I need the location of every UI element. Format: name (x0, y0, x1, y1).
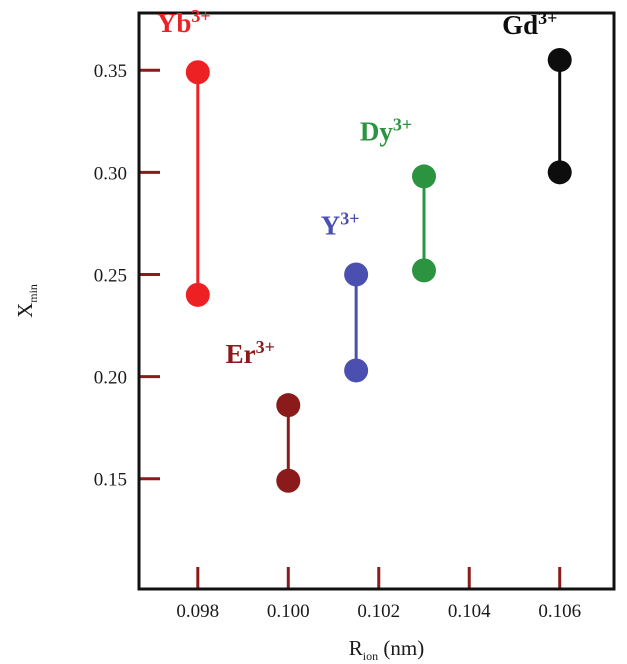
y-tick-label: 0.15 (94, 470, 127, 491)
ion-label: Y3+ (321, 208, 360, 240)
y-axis-label: Xmin (13, 284, 40, 318)
point-low (412, 258, 436, 283)
ion-symbol: Er (226, 339, 256, 369)
ticks (139, 68, 562, 589)
tick-labels: 0.15 0.20 0.25 0.30 0.35 0.098 0.100 0.102 0.104… (94, 61, 581, 622)
ion-charge: 3+ (340, 208, 359, 228)
x-tick-label: 0.100 (267, 601, 310, 622)
point-high (344, 262, 369, 287)
x-axis-label-sub: ion (363, 649, 378, 663)
ion-charge: 3+ (393, 114, 412, 134)
point-low (344, 358, 369, 383)
x-tick-label: 0.104 (448, 601, 491, 622)
point-high (185, 60, 210, 85)
ion-symbol: Dy (360, 116, 393, 146)
point-high (547, 47, 572, 72)
point-high (276, 393, 301, 418)
point-low (185, 282, 210, 307)
ion-symbol: Y (321, 210, 341, 240)
ion-label: Yb3+ (157, 6, 211, 38)
point-low (276, 468, 301, 493)
ion-label: Gd3+ (502, 8, 557, 40)
y-axis-label-sub: min (26, 284, 40, 303)
point-low (547, 160, 572, 185)
series-yb: Yb3+ (157, 6, 211, 307)
plot-frame (137, 11, 616, 591)
y-tick-label: 0.30 (94, 163, 127, 184)
x-axis-label-main: R (349, 636, 363, 660)
series-er: Er3+ (226, 337, 301, 493)
ion-label: Dy3+ (360, 114, 412, 146)
x-tick-label: 0.098 (176, 601, 219, 622)
x-tick-label: 0.106 (538, 601, 581, 622)
ion-charge: 3+ (256, 337, 275, 357)
ion-symbol: Yb (157, 8, 192, 38)
series-layer: Yb3+Er3+Y3+Dy3+Gd3+ (157, 6, 572, 493)
y-tick-label: 0.35 (94, 61, 127, 82)
ion-label: Er3+ (226, 337, 275, 369)
ion-symbol: Gd (502, 10, 538, 40)
y-axis-label-main: X (13, 303, 37, 318)
y-tick-label: 0.20 (94, 368, 127, 389)
ion-charge: 3+ (538, 8, 557, 28)
x-tick-label: 0.102 (357, 601, 400, 622)
series-gd: Gd3+ (502, 8, 572, 185)
x-axis-label: Rion (nm) (349, 636, 424, 663)
series-dy: Dy3+ (360, 114, 436, 283)
ion-charge: 3+ (191, 6, 210, 26)
point-high (412, 164, 436, 189)
series-y: Y3+ (321, 208, 369, 383)
x-axis-label-tail: (nm) (378, 636, 424, 660)
y-tick-label: 0.25 (94, 265, 127, 286)
